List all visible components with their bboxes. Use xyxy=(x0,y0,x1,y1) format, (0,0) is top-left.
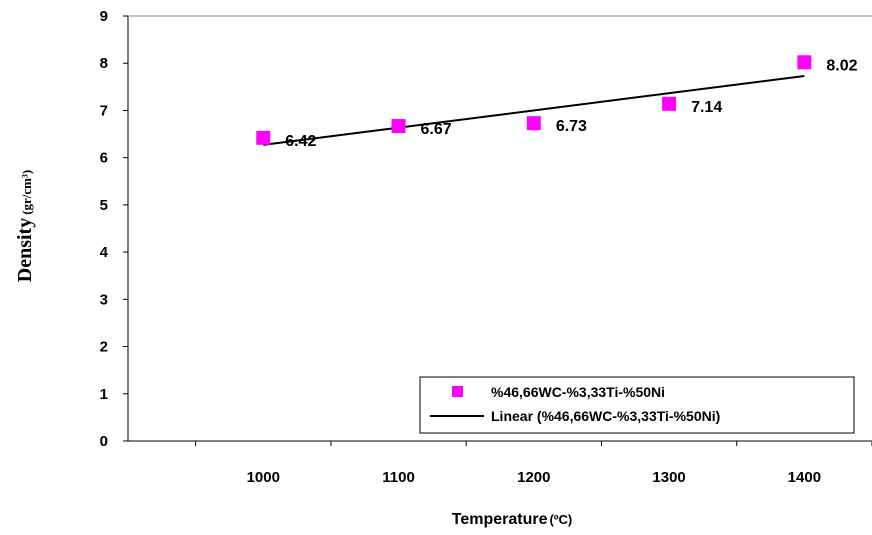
y-axis-title: Density (gr/cm³) xyxy=(14,170,36,283)
y-tick-label: 4 xyxy=(100,244,109,261)
chart-axes xyxy=(127,15,872,442)
x-axis-label: Temperature xyxy=(452,511,548,528)
x-tick-label: 1200 xyxy=(517,469,550,486)
y-tick-label: 9 xyxy=(100,8,108,25)
y-tick-label: 1 xyxy=(100,386,108,403)
legend-box xyxy=(419,376,855,434)
x-axis-title: Temperature (ºC) xyxy=(452,511,573,528)
data-point xyxy=(797,55,812,70)
y-tick-label: 6 xyxy=(100,150,108,167)
data-label: 6.73 xyxy=(556,118,587,135)
y-axis-label: Density xyxy=(14,218,36,282)
y-tick-label: 7 xyxy=(100,102,108,119)
x-tick-label: 1400 xyxy=(788,469,821,486)
data-labels: 6.42 6.67 6.73 7.14 8.02 xyxy=(285,57,857,150)
y-tick-label: 8 xyxy=(100,55,108,72)
data-point xyxy=(526,116,541,131)
legend-label-trendline: Linear (%46,66WC-%3,33Ti-%50Ni) xyxy=(491,408,720,424)
legend-marker-square xyxy=(452,386,463,397)
y-tick-label: 0 xyxy=(100,433,108,450)
y-axis-ticks: 0 1 2 3 4 5 6 7 8 9 xyxy=(100,8,128,450)
legend-label-series: %46,66WC-%3,33Ti-%50Ni xyxy=(491,384,665,400)
y-axis-unit: (gr/cm³) xyxy=(19,170,34,215)
x-tick-label: 1000 xyxy=(247,469,280,486)
y-tick-label: 3 xyxy=(100,291,108,308)
data-label: 8.02 xyxy=(826,57,857,74)
data-point xyxy=(391,119,406,134)
x-tick-label: 1300 xyxy=(652,469,685,486)
data-point xyxy=(662,96,677,111)
y-tick-label: 2 xyxy=(100,339,108,356)
x-axis-ticks: 1000 1100 1200 1300 1400 xyxy=(195,441,872,486)
x-axis-unit: (ºC) xyxy=(549,512,572,527)
x-tick-label: 1100 xyxy=(382,469,415,486)
y-tick-label: 5 xyxy=(100,197,108,214)
legend: %46,66WC-%3,33Ti-%50Ni Linear (%46,66WC-… xyxy=(419,376,855,434)
data-points xyxy=(256,55,812,145)
trendline-group xyxy=(263,74,805,146)
data-label: 6.42 xyxy=(285,133,316,150)
data-label: 7.14 xyxy=(691,99,722,116)
data-point xyxy=(256,130,271,145)
data-label: 6.67 xyxy=(421,121,452,138)
trendline xyxy=(263,74,805,146)
